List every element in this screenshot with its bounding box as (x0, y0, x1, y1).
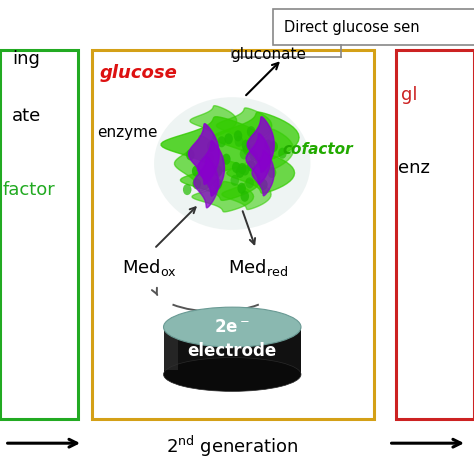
Ellipse shape (183, 184, 191, 195)
Polygon shape (198, 140, 225, 196)
Text: Direct glucose sen: Direct glucose sen (284, 20, 420, 35)
Ellipse shape (192, 165, 201, 177)
Polygon shape (194, 157, 219, 208)
Polygon shape (246, 134, 271, 184)
Ellipse shape (164, 357, 301, 392)
Ellipse shape (230, 175, 239, 186)
Ellipse shape (164, 307, 301, 347)
Ellipse shape (192, 178, 201, 190)
Polygon shape (190, 106, 237, 136)
FancyBboxPatch shape (92, 50, 374, 419)
Ellipse shape (247, 160, 255, 172)
Text: gluconate: gluconate (230, 47, 306, 62)
Text: factor: factor (2, 181, 55, 199)
Polygon shape (164, 327, 301, 374)
Ellipse shape (206, 177, 215, 188)
Ellipse shape (241, 164, 249, 175)
FancyBboxPatch shape (273, 9, 474, 45)
Ellipse shape (264, 139, 273, 151)
Text: 2$^{\mathregular{nd}}$ generation: 2$^{\mathregular{nd}}$ generation (166, 434, 298, 459)
Ellipse shape (242, 140, 250, 151)
Ellipse shape (205, 153, 214, 164)
Text: ing: ing (12, 50, 40, 68)
Polygon shape (161, 117, 265, 173)
Text: gl: gl (401, 86, 417, 104)
Text: 2e$^-$: 2e$^-$ (214, 318, 250, 336)
FancyBboxPatch shape (0, 50, 78, 419)
Text: enzyme: enzyme (97, 125, 158, 140)
Ellipse shape (250, 150, 258, 161)
FancyBboxPatch shape (396, 50, 474, 419)
Text: enz: enz (398, 159, 430, 177)
Ellipse shape (207, 141, 216, 152)
Polygon shape (174, 136, 224, 191)
Ellipse shape (232, 162, 240, 173)
Ellipse shape (218, 136, 226, 147)
Ellipse shape (278, 147, 287, 159)
Ellipse shape (213, 179, 222, 190)
Ellipse shape (255, 157, 264, 168)
Ellipse shape (235, 136, 243, 147)
Ellipse shape (237, 183, 246, 194)
Ellipse shape (154, 97, 310, 230)
Polygon shape (217, 108, 272, 143)
Ellipse shape (268, 167, 276, 178)
Polygon shape (227, 153, 294, 193)
Ellipse shape (238, 163, 246, 174)
Ellipse shape (243, 144, 252, 155)
Text: Med$_{\mathregular{red}}$: Med$_{\mathregular{red}}$ (228, 257, 288, 278)
Ellipse shape (234, 130, 242, 141)
Polygon shape (213, 112, 299, 163)
Polygon shape (192, 182, 254, 212)
Ellipse shape (259, 179, 268, 190)
Polygon shape (181, 160, 261, 201)
Ellipse shape (240, 148, 248, 159)
Text: ate: ate (12, 107, 41, 125)
Text: electrode: electrode (188, 342, 277, 360)
Ellipse shape (240, 191, 249, 202)
Polygon shape (222, 179, 271, 210)
Polygon shape (252, 150, 274, 196)
Ellipse shape (246, 177, 254, 188)
Text: Med$_{\mathregular{ox}}$: Med$_{\mathregular{ox}}$ (122, 257, 177, 278)
Ellipse shape (247, 126, 255, 137)
Text: cofactor: cofactor (282, 142, 353, 157)
Ellipse shape (236, 167, 244, 178)
Ellipse shape (261, 162, 270, 173)
Text: glucose: glucose (100, 64, 177, 82)
Ellipse shape (269, 141, 278, 152)
Polygon shape (247, 129, 293, 170)
Ellipse shape (186, 149, 195, 160)
Polygon shape (189, 124, 219, 184)
Polygon shape (164, 327, 178, 370)
Ellipse shape (222, 154, 231, 165)
Ellipse shape (214, 165, 222, 176)
Ellipse shape (224, 133, 233, 145)
Polygon shape (247, 117, 274, 173)
